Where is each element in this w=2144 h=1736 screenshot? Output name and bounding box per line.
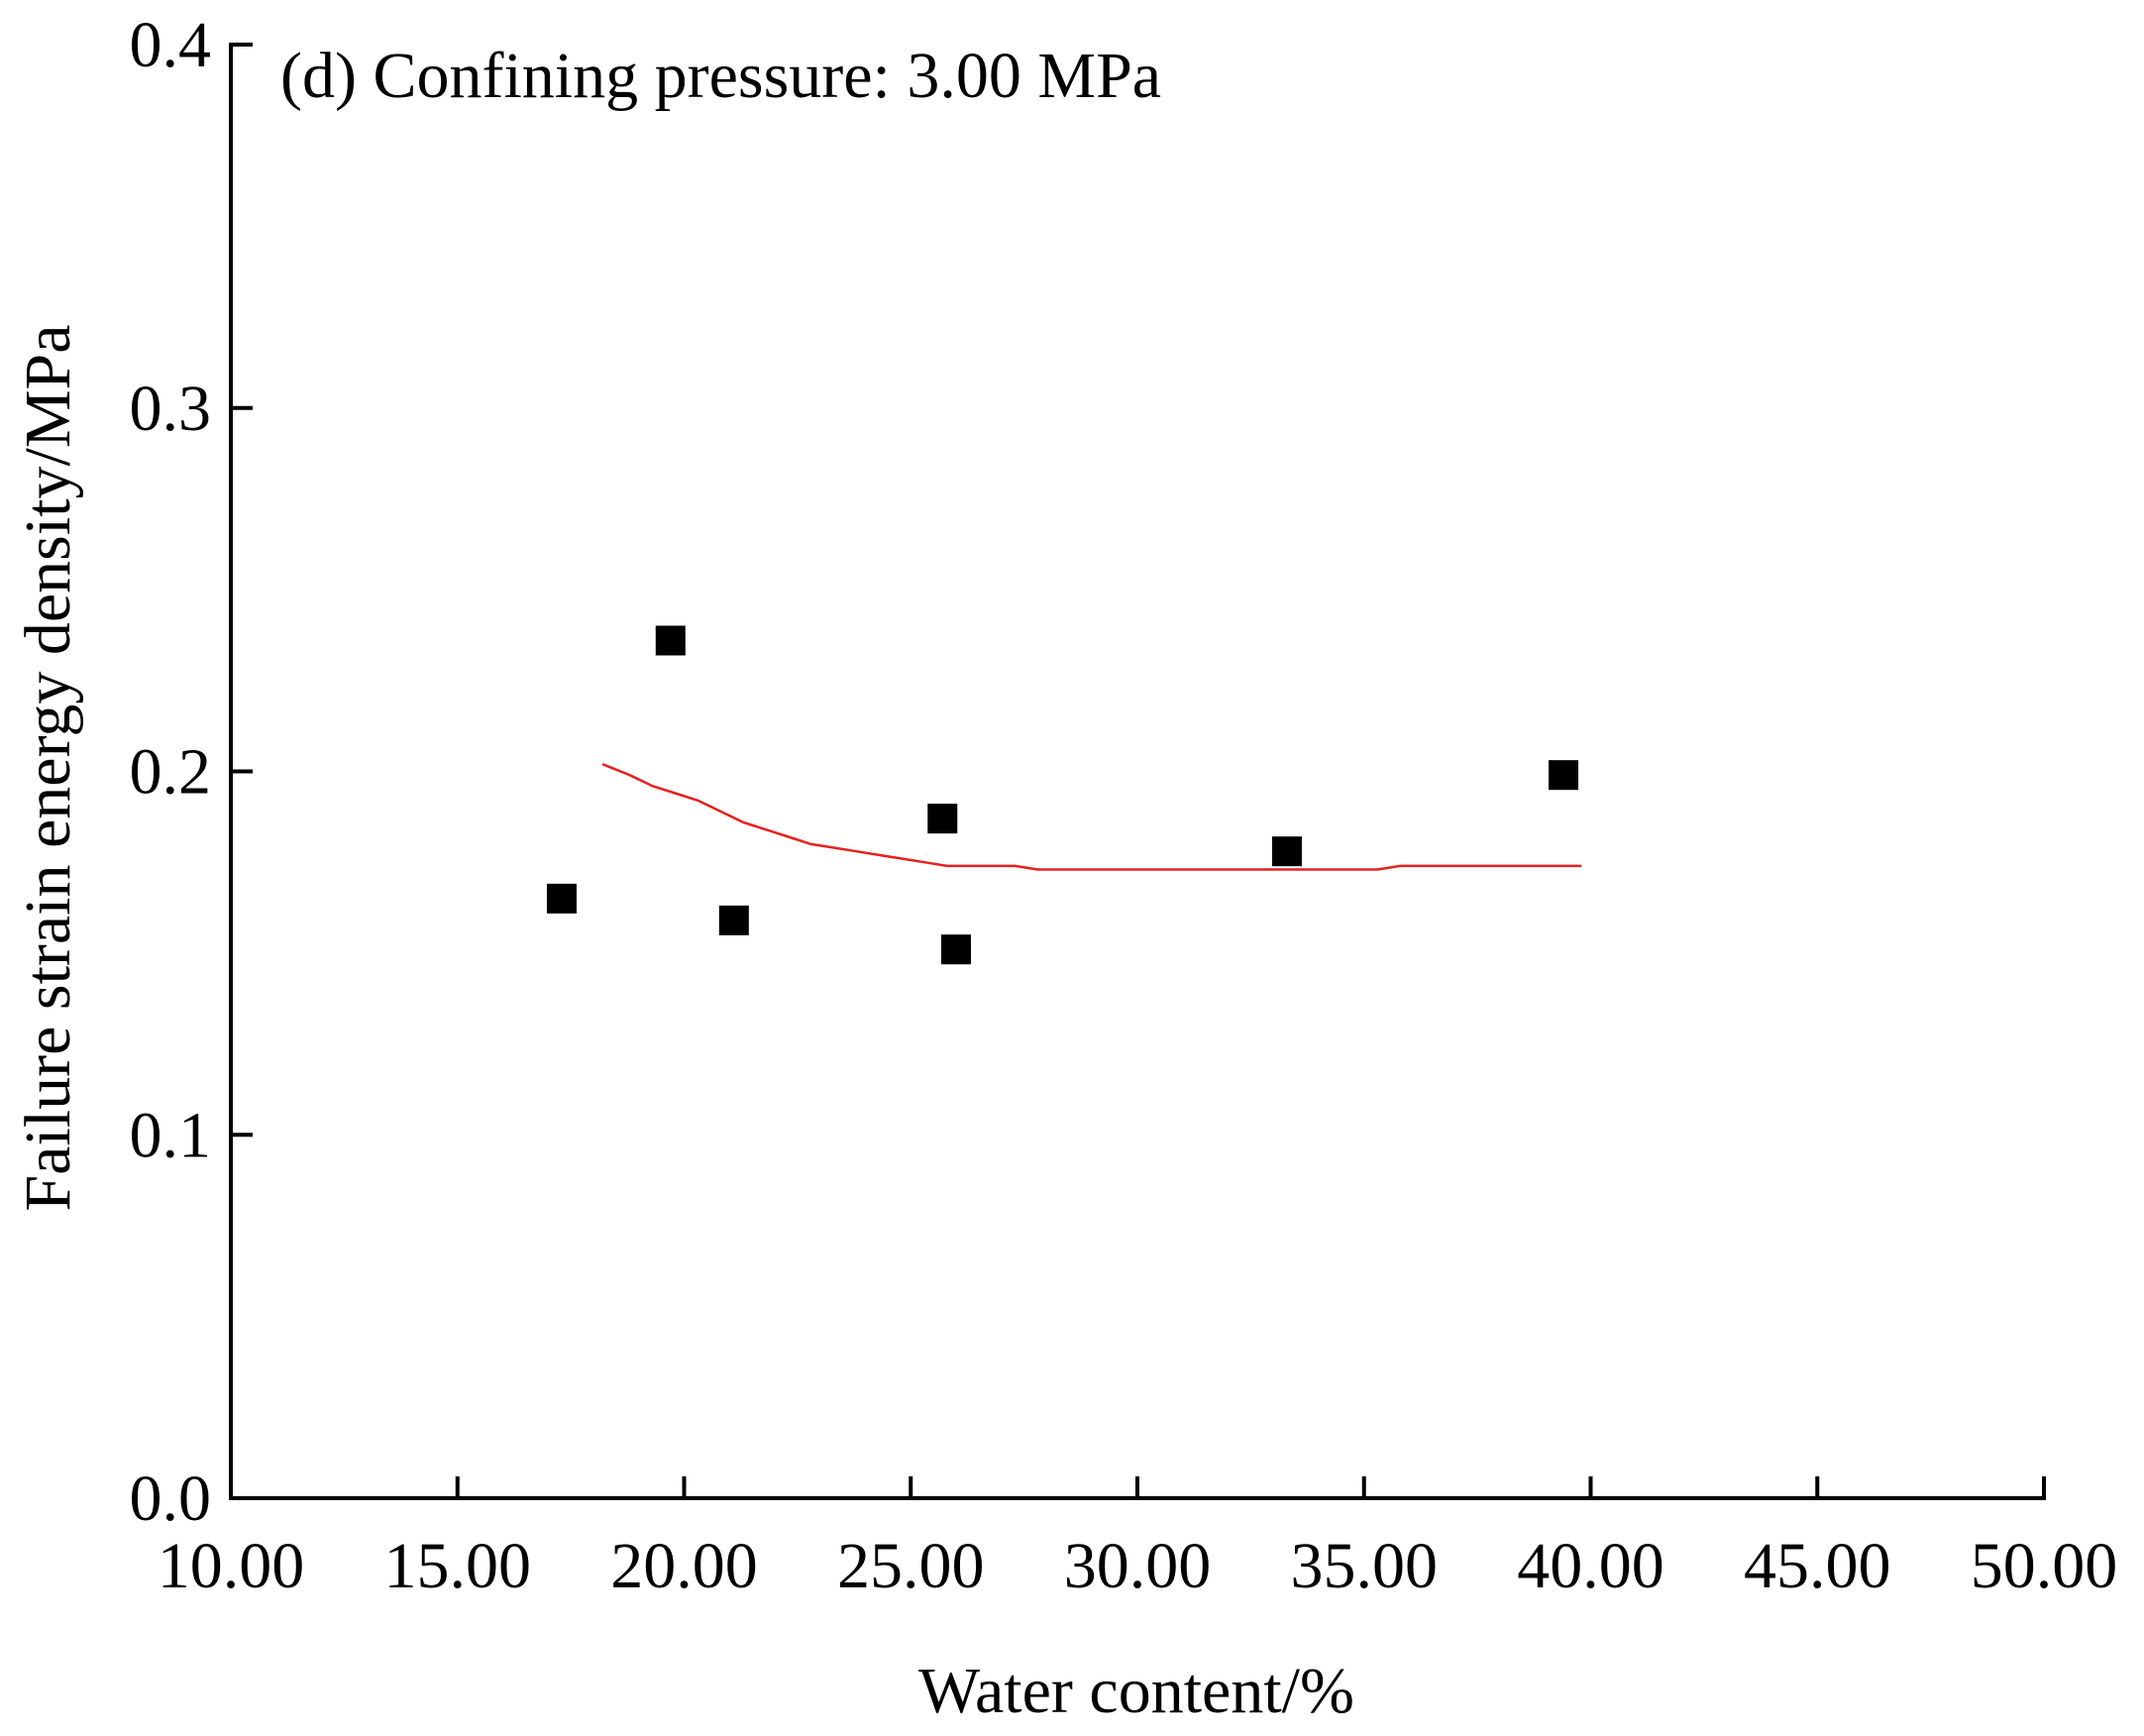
fit-line	[601, 763, 1582, 871]
x-tick-label: 10.00	[158, 1530, 305, 1602]
data-point	[1271, 836, 1302, 867]
data-point	[718, 905, 749, 935]
data-point	[927, 804, 958, 834]
data-point	[1549, 760, 1579, 791]
y-axis-title: Failure strain energy density/MPa	[12, 324, 84, 1211]
x-tick-label: 15.00	[384, 1530, 532, 1602]
data-point	[941, 934, 971, 965]
x-tick-label: 30.00	[1064, 1530, 1212, 1602]
x-tick-label: 20.00	[610, 1530, 758, 1602]
x-ticks: 10.00 15.00 20.00 25.00 30.00 35.00 40.00 45.00…	[158, 1476, 2118, 1602]
y-ticks: 0.0 0.1 0.2 0.3 0.4	[130, 9, 253, 1535]
x-axis-title: Water content/%	[918, 1655, 1354, 1727]
chart-title: (d) Confining pressure: 3.00 MPa	[280, 40, 1161, 112]
y-tick-label: 0.0	[130, 1463, 212, 1535]
data-point	[655, 625, 686, 656]
x-tick-label: 45.00	[1744, 1530, 1891, 1602]
x-tick-label: 35.00	[1291, 1530, 1439, 1602]
x-tick-label: 50.00	[1971, 1530, 2118, 1602]
y-tick-label: 0.2	[130, 736, 212, 809]
axes	[229, 43, 2046, 1500]
series-layer	[546, 625, 1582, 965]
x-tick-label: 40.00	[1517, 1530, 1664, 1602]
x-tick-label: 25.00	[837, 1530, 985, 1602]
y-tick-label: 0.4	[130, 9, 212, 81]
y-tick-label: 0.3	[130, 373, 212, 445]
y-tick-label: 0.1	[130, 1099, 212, 1171]
data-point	[546, 883, 577, 914]
